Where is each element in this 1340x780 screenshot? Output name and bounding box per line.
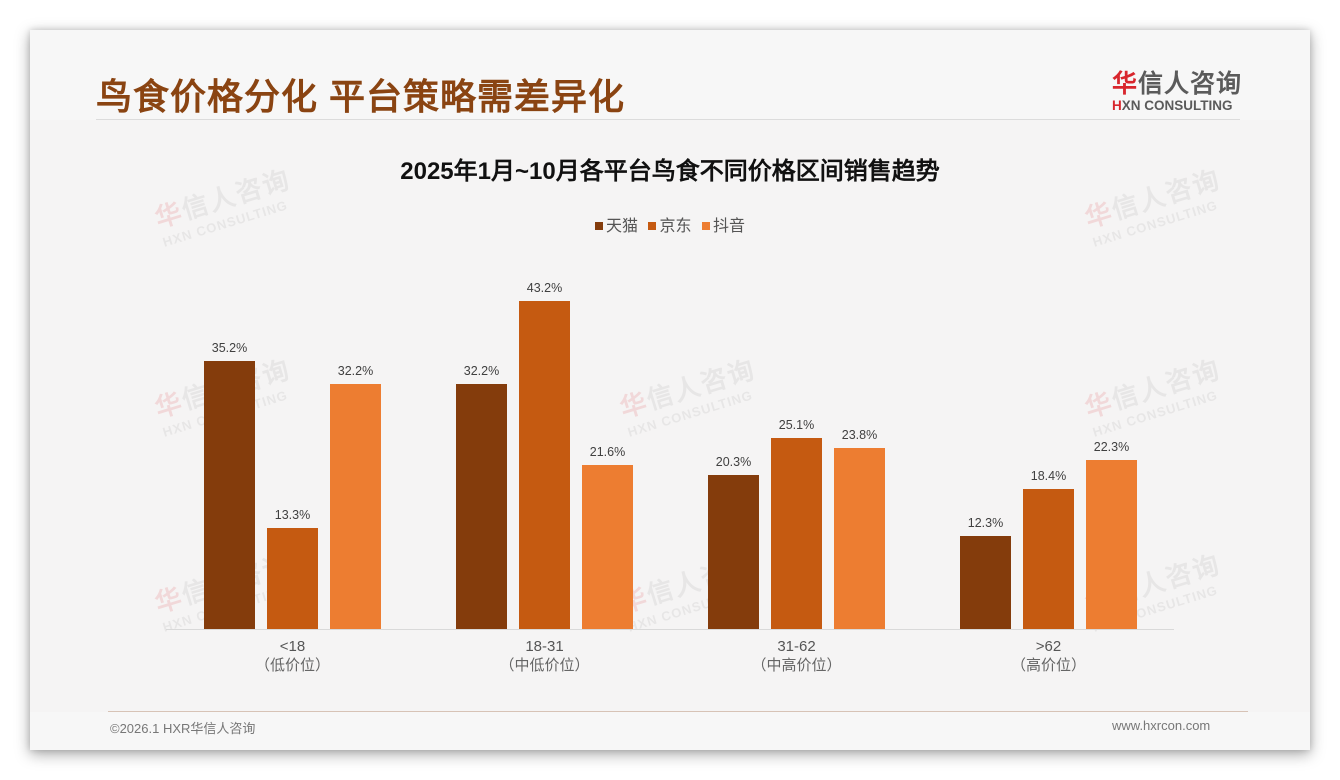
bar-douyin <box>582 465 633 629</box>
bar-tmall <box>708 475 759 629</box>
legend-item-jd: 京东 <box>648 212 692 236</box>
bar-value-label: 21.6% <box>589 445 626 459</box>
logo-chinese: 华信人咨询 <box>1112 64 1252 100</box>
x-axis-line <box>166 629 1174 630</box>
bar-douyin <box>330 384 381 629</box>
bar-jd <box>267 528 318 629</box>
category-range: >62 <box>1035 638 1062 655</box>
legend-swatch-icon <box>701 222 710 230</box>
x-axis-category-label: 31-62 （中高价位） <box>697 637 897 675</box>
logo-english: HXN CONSULTING <box>1112 98 1252 113</box>
x-axis-category-label: 18-31 （中低价位） <box>445 637 645 675</box>
bar-tmall <box>960 536 1011 629</box>
category-range: <18 <box>279 638 306 655</box>
title-divider <box>96 119 1240 120</box>
x-axis-category-label: <18 （低价位） <box>193 637 393 675</box>
category-tier: （中高价位） <box>751 657 842 674</box>
bar-value-label: 43.2% <box>526 281 563 295</box>
bar-douyin <box>834 448 885 629</box>
legend-item-douyin: 抖音 <box>701 212 745 236</box>
bar-value-label: 22.3% <box>1093 440 1130 454</box>
bar-value-label: 25.1% <box>778 418 815 432</box>
bar-value-label: 35.2% <box>211 341 248 355</box>
footer-band <box>30 712 1310 750</box>
category-tier: （高价位） <box>1010 657 1086 674</box>
bar-value-label: 13.3% <box>274 508 311 522</box>
footer-divider <box>108 711 1248 712</box>
legend-swatch-icon <box>595 222 604 230</box>
bar-jd <box>1023 489 1074 629</box>
logo-chinese-accent: 华 <box>1112 70 1139 98</box>
legend-item-tmall: 天猫 <box>595 212 638 236</box>
logo-english-accent: H <box>1112 98 1122 113</box>
bar-tmall <box>204 361 255 629</box>
category-tier: （中低价位） <box>499 657 590 674</box>
bar-value-label: 23.8% <box>841 428 878 442</box>
legend-swatch-icon <box>648 222 657 230</box>
company-logo: 华信人咨询 HXN CONSULTING <box>1112 64 1252 114</box>
legend-label: 抖音 <box>712 218 745 235</box>
legend-label: 天猫 <box>606 218 639 235</box>
logo-english-text: XN CONSULTING <box>1121 98 1233 113</box>
category-tier: （低价位） <box>254 657 330 674</box>
bar-value-label: 32.2% <box>337 364 374 378</box>
chart-title: 2025年1月~10月各平台鸟食不同价格区间销售趋势 <box>400 158 940 185</box>
bar-jd <box>771 438 822 629</box>
footer-copyright: ©2026.1 HXR华信人咨询 <box>110 721 256 736</box>
bar-value-label: 12.3% <box>967 516 1004 530</box>
bar-chart-plot: 35.2% 13.3% 32.2% <18 （低价位） 32.2% 43.2% 21.6% 18… <box>30 30 1310 750</box>
x-axis-category-label: >62 （高价位） <box>949 637 1149 675</box>
bar-douyin <box>1086 460 1137 629</box>
category-range: 31-62 <box>777 638 816 655</box>
bar-tmall <box>456 384 507 629</box>
page-title: 鸟食价格分化 平台策略需差异化 <box>96 76 626 117</box>
chart-legend: 天猫 京东 抖音 <box>30 212 1310 236</box>
slide-card: 鸟食价格分化 平台策略需差异化 华信人咨询 HXN CONSULTING 华信人… <box>30 30 1310 750</box>
category-range: 18-31 <box>525 638 564 655</box>
logo-chinese-text: 信人咨询 <box>1138 70 1243 98</box>
header-band <box>30 30 1310 120</box>
bar-value-label: 20.3% <box>715 455 752 469</box>
bar-jd <box>519 301 570 629</box>
bar-value-label: 18.4% <box>1030 469 1067 483</box>
footer-website: www.hxrcon.com <box>1112 718 1211 733</box>
legend-label: 京东 <box>659 218 692 235</box>
bar-value-label: 32.2% <box>463 364 500 378</box>
